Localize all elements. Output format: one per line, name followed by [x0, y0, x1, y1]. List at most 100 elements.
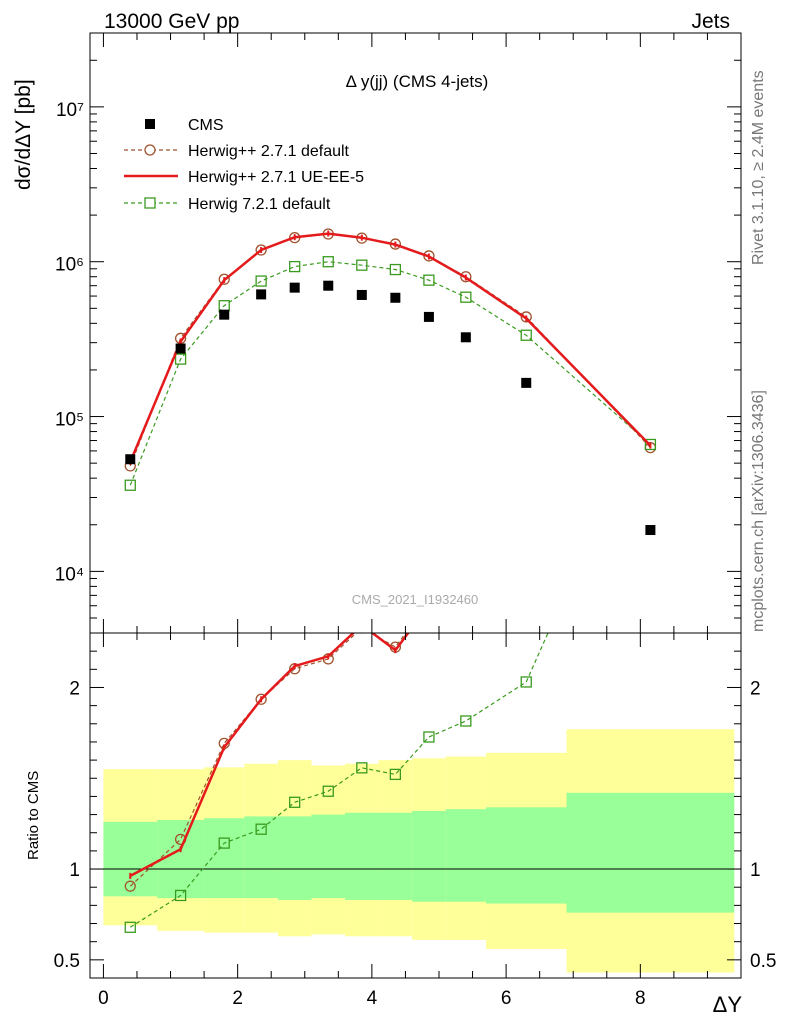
ratio-band-inner — [157, 820, 205, 899]
legend: CMS Herwig++ 2.7.1 default Herwig++ 2.7.1 … — [124, 117, 364, 213]
ratio-band-inner — [311, 814, 346, 899]
legend-label: CMS — [188, 117, 224, 134]
ratio-tick-label: 0.5 — [54, 951, 80, 972]
x-tick-label: 8 — [635, 988, 646, 1009]
main-point-herwigpp-default — [460, 271, 472, 283]
ratio-point-herwig7-default — [389, 768, 402, 781]
ratio-point-herwigpp-default — [124, 880, 136, 892]
main-point-cms — [323, 280, 334, 291]
ratio-tick-label-right: 2 — [750, 678, 761, 699]
axes-layer: 0 2 4 6 8 10⁴ 10⁵ 10⁶ 10⁷ 0.5 0.5 1 1 2 2 — [54, 32, 776, 1009]
ratio-point-herwig7-default — [645, 398, 655, 408]
rivet-label: Rivet 3.1.10, ≥ 2.4M events — [750, 70, 767, 265]
main-point-herwig7-default — [289, 260, 301, 273]
ratio-band-inner — [204, 818, 245, 899]
main-point-cms — [390, 292, 401, 303]
main-point-cms — [521, 377, 532, 388]
x-tick-label: 2 — [232, 988, 243, 1009]
main-point-herwig7-default — [255, 275, 267, 287]
ratio-point-herwigpp-default — [255, 693, 267, 705]
ratio-point-herwig7-default — [255, 823, 267, 835]
legend-marker-cms — [145, 119, 155, 129]
main-point-cms — [219, 309, 230, 320]
ratio-point-herwig7-default — [356, 762, 368, 774]
main-point-herwig7-default — [423, 274, 435, 286]
y-tick-label: 10⁵ — [55, 410, 84, 431]
main-point-cms — [256, 289, 267, 300]
main-line-ue-ee-5 — [129, 232, 652, 463]
main-point-herwig7-default — [389, 263, 402, 276]
x-axis-label: ΔY — [713, 992, 743, 1017]
main-point-cms — [645, 525, 656, 536]
main-point-herwig7-default — [644, 438, 657, 451]
ratio-point-herwig7-default — [124, 921, 136, 933]
x-tick-label: 6 — [501, 988, 512, 1009]
ratio-line-herwigpp-default — [129, 633, 407, 887]
x-tick-label: 0 — [98, 988, 109, 1009]
ratio-band-inner — [566, 792, 735, 913]
ratio-series-layer — [90, 398, 741, 933]
legend-label: Herwig++ 2.7.1 UE-EE-5 — [188, 169, 364, 186]
main-point-cms — [289, 282, 300, 293]
ratio-band-inner — [485, 807, 567, 904]
ratio-band-inner — [277, 816, 312, 900]
ratio-point-herwigpp-default — [521, 561, 531, 571]
ratio-tick-label-right: 0.5 — [750, 951, 776, 972]
legend-label: Herwig 7.2.1 default — [188, 196, 331, 213]
ratio-band-inner — [445, 809, 486, 902]
legend-label: Herwig++ 2.7.1 default — [188, 143, 350, 160]
y-tick-label: 10⁴ — [55, 564, 84, 585]
ratio-point-herwigpp-default — [359, 633, 365, 634]
main-point-herwig7-default — [356, 259, 368, 271]
ratio-band-inner — [103, 821, 158, 897]
ratio-line-ue-ee-5 — [129, 633, 410, 878]
analysis-watermark: CMS_2021_I1932460 — [352, 592, 479, 607]
ratio-point-herwig7-default — [423, 731, 435, 743]
main-point-herwig7-default — [322, 256, 334, 268]
ratio-point-herwig7-default — [218, 837, 230, 849]
legend-marker-herwigpp-default — [144, 144, 156, 156]
ratio-point-herwig7-default — [174, 889, 187, 902]
ratio-y-axis-label: Ratio to CMS — [25, 771, 42, 860]
ratio-point-herwig7-default — [460, 715, 472, 727]
main-point-herwigpp-default — [218, 273, 230, 285]
source-label: mcplots.cern.ch [arXiv:1306.3436] — [750, 390, 767, 632]
main-point-herwig7-default — [460, 291, 472, 303]
ratio-band-inner — [244, 816, 278, 899]
ratio-uncertainty-bands — [103, 729, 735, 973]
ratio-frame — [89, 632, 742, 979]
main-point-herwig7-default — [174, 353, 187, 365]
main-line-herwig7-default — [129, 261, 651, 486]
ratio-tick-label: 2 — [69, 678, 80, 699]
y-tick-label: 10⁷ — [56, 100, 84, 121]
main-point-herwig7-default — [124, 479, 136, 491]
ratio-point-herwig7-default — [520, 676, 532, 688]
main-series-layer — [124, 228, 657, 536]
process-label: Jets — [691, 10, 730, 33]
ratio-point-herwigpp-default — [645, 427, 655, 437]
ratio-band-inner — [412, 810, 446, 902]
ratio-band-inner — [345, 812, 379, 900]
ratio-band-inner — [378, 812, 413, 900]
main-point-cms — [356, 289, 367, 300]
main-point-herwigpp-default — [255, 244, 267, 256]
main-point-cms — [460, 332, 471, 343]
ratio-point-herwig7-default — [289, 796, 301, 808]
beam-label: 13000 GeV pp — [104, 10, 239, 33]
main-point-herwigpp-default — [520, 311, 532, 323]
y-tick-label: 10⁶ — [55, 255, 84, 276]
ratio-tick-label: 1 — [69, 860, 80, 881]
main-point-herwig7-default — [520, 329, 532, 341]
main-point-cms — [125, 454, 136, 465]
main-point-cms — [175, 343, 186, 354]
ratio-point-herwig7-default — [322, 785, 334, 797]
legend-marker-herwig7-default — [144, 197, 156, 209]
main-point-cms — [423, 311, 434, 322]
ratio-line-herwig7-default — [129, 633, 549, 928]
ratio-tick-label-right: 1 — [750, 860, 761, 881]
y-axis-label: dσ/dΔY [pb] — [12, 79, 35, 190]
plot-title: Δ y(jj) (CMS 4-jets) — [346, 72, 489, 91]
x-tick-label: 4 — [367, 988, 378, 1009]
